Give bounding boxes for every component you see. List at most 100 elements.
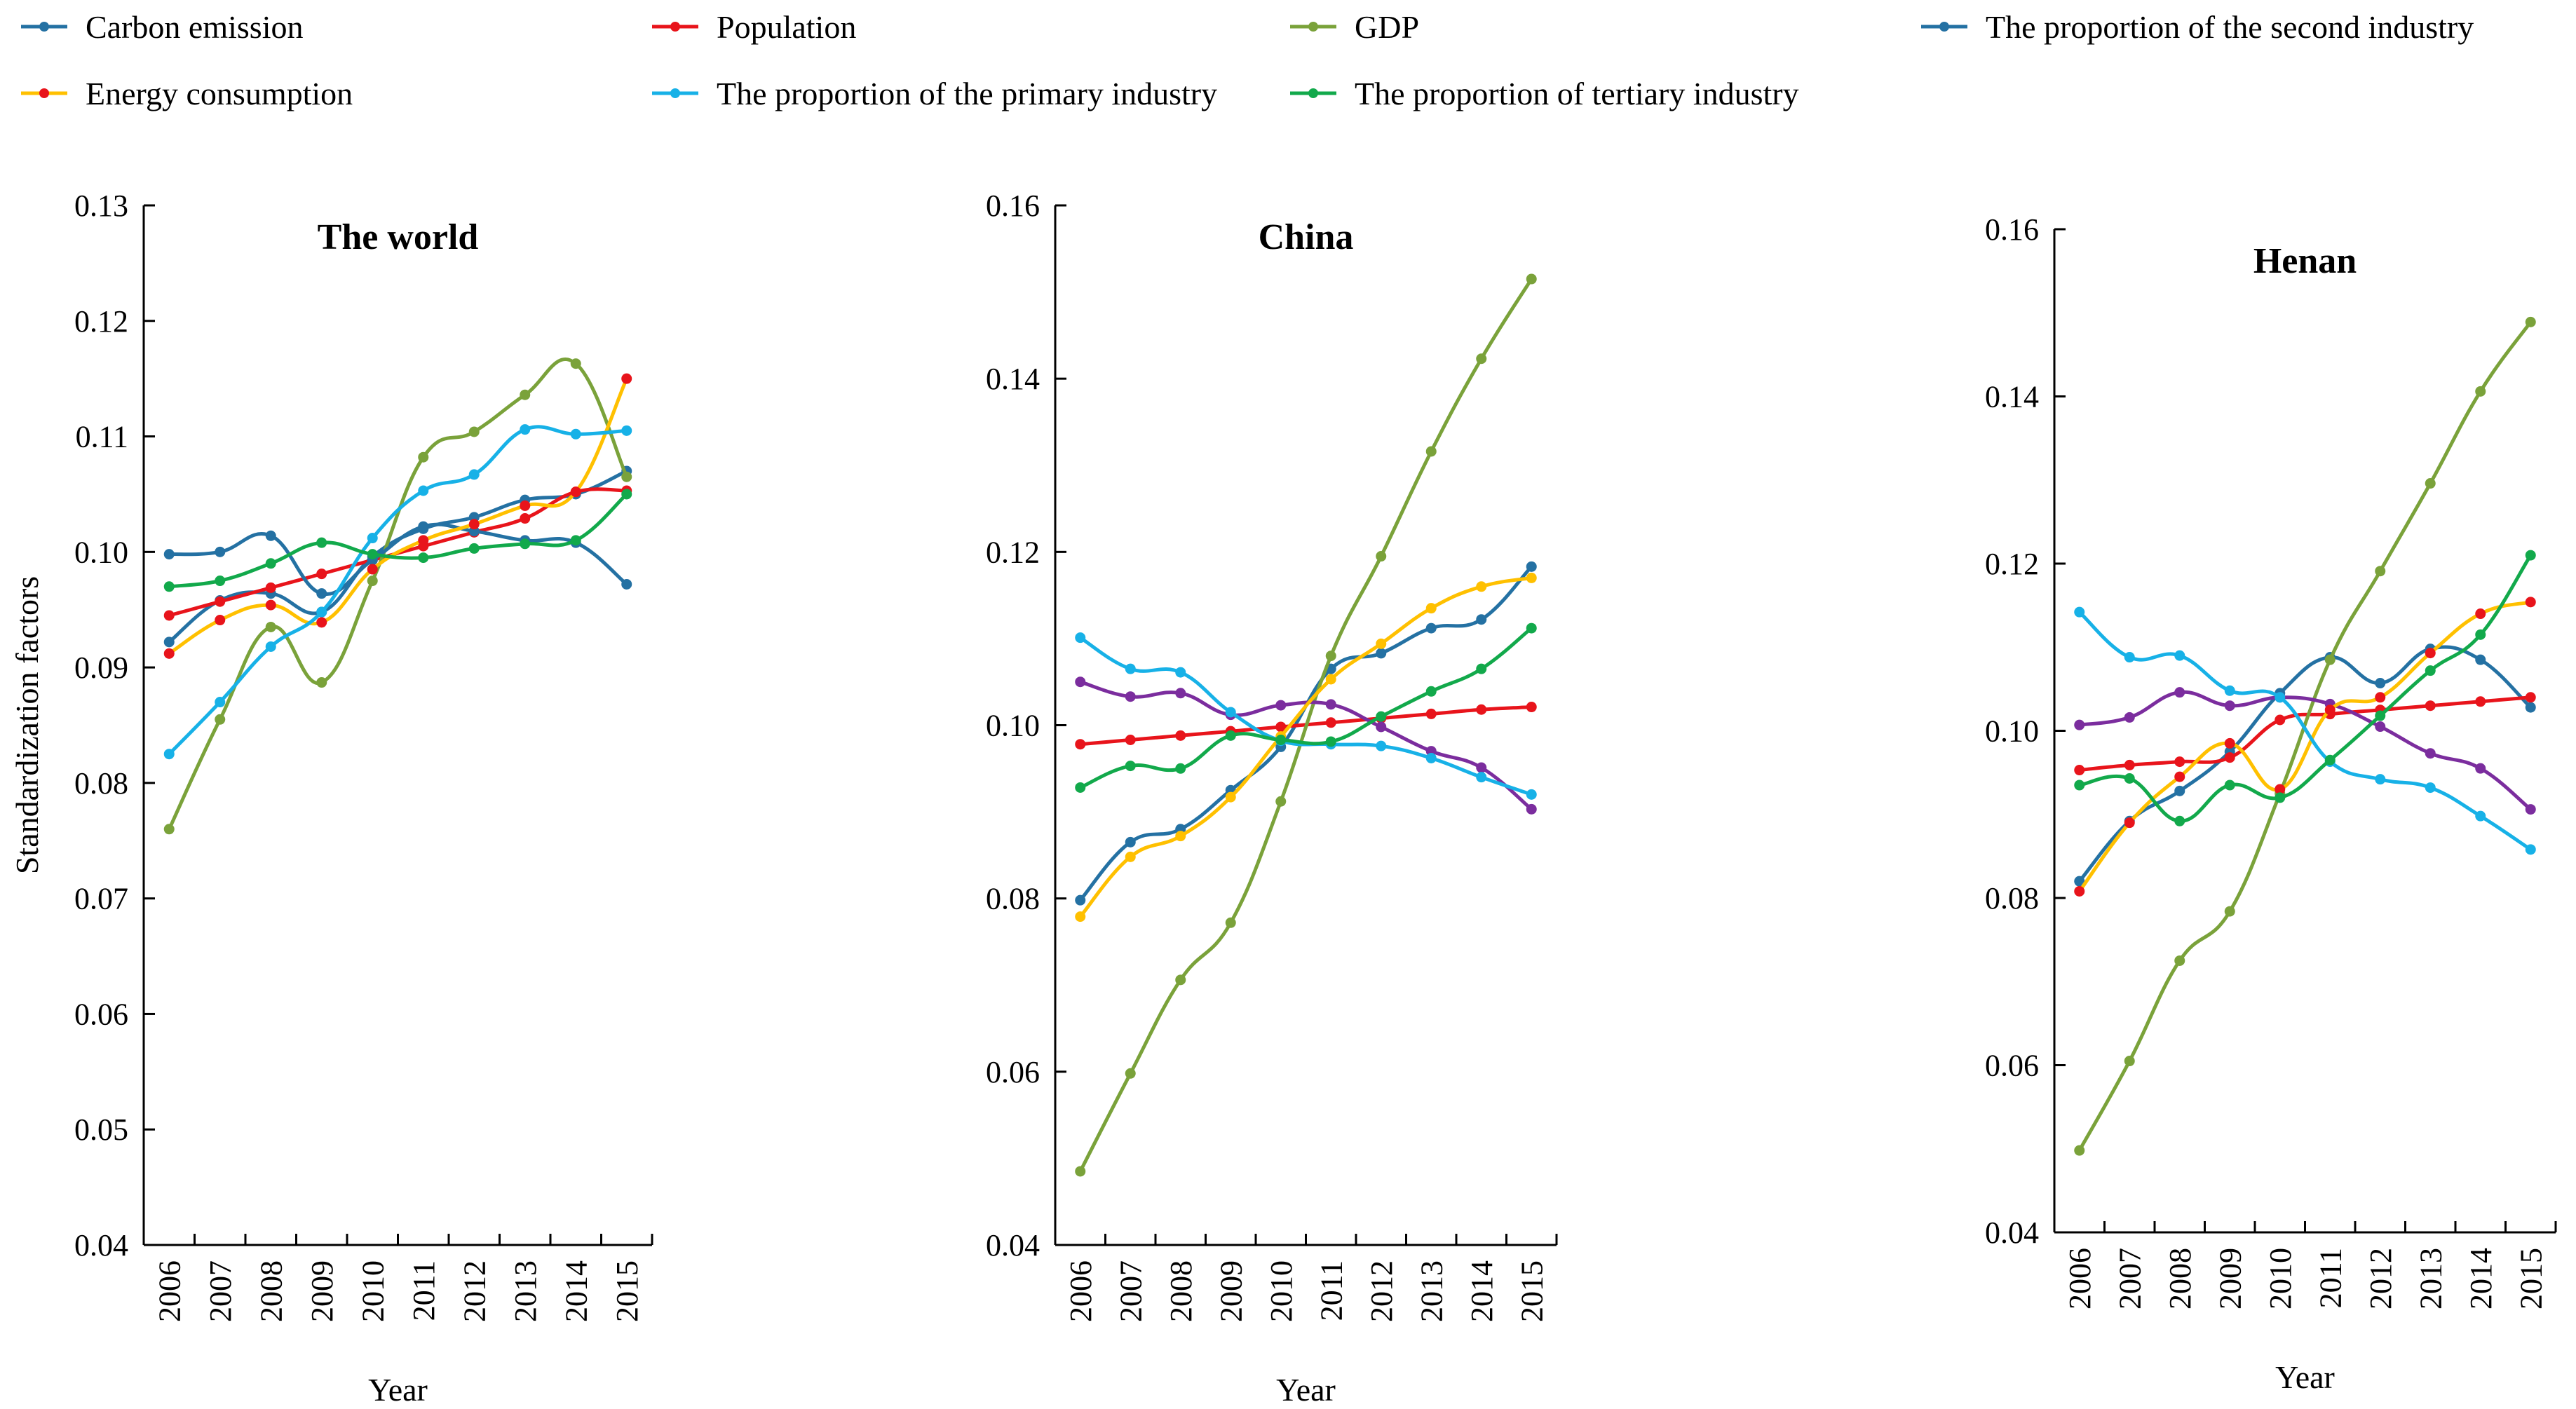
series-line (167, 358, 629, 831)
chart-title: China (1259, 217, 1354, 257)
series-line (1078, 626, 1533, 789)
data-point (2475, 386, 2486, 397)
legend-label: Population (717, 9, 856, 45)
data-point (2124, 1056, 2135, 1067)
series-line (1078, 277, 1533, 1173)
data-point (1376, 648, 1387, 659)
data-point (468, 469, 480, 480)
data-point (621, 425, 632, 436)
data-point (2425, 782, 2436, 794)
data-point (1376, 711, 1387, 722)
data-point (316, 606, 327, 618)
x-tick-label: 2010 (355, 1260, 390, 1322)
y-tick-label: 0.06 (74, 997, 128, 1031)
data-point (2375, 692, 2386, 703)
data-point (163, 610, 175, 621)
y-tick-label: 0.13 (74, 189, 128, 223)
data-point (418, 451, 429, 463)
x-tick-label: 2010 (2263, 1248, 2298, 1309)
chart-title: Henan (2253, 241, 2357, 281)
data-point (2224, 685, 2235, 696)
x-tick-label: 2012 (1364, 1260, 1399, 1322)
data-point (163, 637, 175, 648)
data-point (621, 578, 632, 590)
series-energy-consumption (163, 373, 632, 659)
series-the-proportion-of-the-primary-industry (1075, 632, 1537, 800)
data-point (418, 521, 429, 532)
chart-title: The world (318, 217, 479, 257)
y-tick-label: 0.10 (986, 709, 1040, 743)
y-tick-label: 0.10 (74, 535, 128, 569)
series-population (2074, 692, 2536, 776)
data-point (1526, 789, 1537, 800)
data-point (2525, 844, 2536, 855)
data-point (2425, 748, 2436, 759)
x-tick-label: 2014 (559, 1260, 593, 1322)
data-point (2425, 700, 2436, 712)
data-point (520, 500, 531, 511)
series-line (167, 492, 629, 589)
data-point (2174, 955, 2185, 966)
data-point (163, 648, 175, 659)
data-point (1125, 663, 1136, 674)
data-point (1376, 638, 1387, 649)
x-tick-label: 2015 (1514, 1260, 1549, 1322)
y-tick-label: 0.04 (986, 1228, 1040, 1262)
legend-item-the-proportion-of-tertiary-industry: The proportion of tertiary industry (1290, 76, 1799, 111)
data-point (367, 576, 378, 587)
x-tick-label: 2006 (152, 1260, 187, 1322)
data-point (163, 581, 175, 592)
data-point (367, 549, 378, 560)
data-point (265, 530, 276, 541)
data-point (1075, 782, 1086, 793)
x-tick-label: 2009 (2213, 1248, 2247, 1309)
data-point (2525, 597, 2536, 608)
data-point (2525, 550, 2536, 561)
legend-item-energy-consumption: Energy consumption (21, 76, 353, 111)
data-point (2074, 1145, 2085, 1156)
data-point (1376, 721, 1387, 733)
x-tick-label: 2012 (457, 1260, 492, 1322)
x-axis-title: Year (1276, 1372, 1336, 1408)
data-point (2475, 629, 2486, 640)
data-point (2174, 771, 2185, 782)
series-the-proportion-of-tertiary-industry (163, 489, 632, 592)
legend-swatch-marker (1308, 22, 1318, 32)
data-point (215, 615, 226, 626)
data-point (1125, 836, 1136, 848)
data-point (1175, 763, 1186, 774)
x-tick-label: 2015 (610, 1260, 644, 1322)
data-point (1325, 699, 1336, 710)
x-tick-label: 2014 (2464, 1248, 2498, 1309)
data-point (1125, 851, 1136, 862)
series-the-proportion-of-the-second-industry (163, 521, 632, 599)
y-tick-label: 0.12 (986, 535, 1040, 569)
series-the-proportion-of-the-second-industry (2074, 687, 2536, 815)
data-point (1476, 663, 1487, 674)
x-tick-label: 2008 (2163, 1248, 2197, 1309)
data-point (2324, 654, 2336, 665)
data-point (2224, 906, 2235, 917)
data-point (520, 424, 531, 435)
data-point (1275, 721, 1287, 733)
data-point (2324, 704, 2336, 716)
data-point (2074, 606, 2085, 618)
y-tick-label: 0.16 (986, 189, 1040, 223)
data-point (621, 373, 632, 384)
x-tick-label: 2007 (203, 1260, 238, 1322)
chart-china: 0.04 0.06 0.08 0.10 0.12 0.14 0.16 2006 2007 2008… (986, 189, 1558, 1408)
data-point (1376, 740, 1387, 751)
data-point (2074, 765, 2085, 776)
data-point (1526, 702, 1537, 713)
data-point (2275, 692, 2286, 703)
data-point (1075, 911, 1086, 923)
data-point (2074, 876, 2085, 887)
data-point (265, 599, 276, 611)
data-point (1425, 752, 1437, 763)
data-point (1476, 581, 1487, 592)
data-point (418, 535, 429, 546)
y-tick-label: 0.14 (1985, 380, 2039, 414)
x-tick-label: 2007 (2113, 1248, 2147, 1309)
data-point (215, 546, 226, 557)
series-line (2077, 645, 2533, 883)
